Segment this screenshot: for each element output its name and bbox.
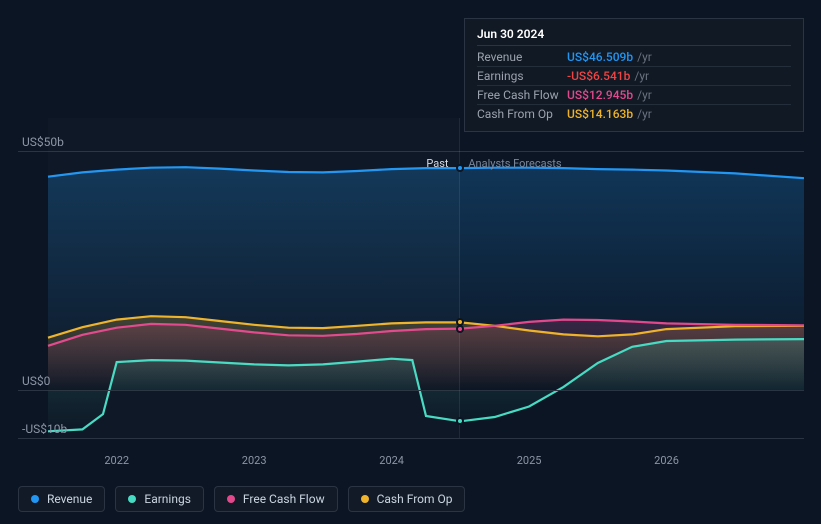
tooltip-unit: /yr xyxy=(634,69,649,83)
tooltip-date: Jun 30 2024 xyxy=(477,27,791,46)
tooltip-row-revenue: Revenue US$46.509b /yr xyxy=(477,48,791,67)
x-axis-label: 2025 xyxy=(517,454,542,467)
tooltip-label: Cash From Op xyxy=(477,107,567,121)
tooltip-unit: /yr xyxy=(637,50,652,64)
x-axis-label: 2022 xyxy=(104,454,129,467)
legend-dot xyxy=(227,495,235,503)
legend-dot xyxy=(31,495,39,503)
tooltip-label: Earnings xyxy=(477,69,567,83)
x-axis-label: 2023 xyxy=(242,454,267,467)
chart-tooltip: Jun 30 2024 Revenue US$46.509b /yr Earni… xyxy=(464,18,804,132)
marker-cash_from_op xyxy=(456,318,464,326)
tooltip-row-earnings: Earnings -US$6.541b /yr xyxy=(477,67,791,86)
marker-revenue xyxy=(456,164,464,172)
tooltip-label: Revenue xyxy=(477,50,567,64)
past-region-shade xyxy=(48,118,460,438)
legend-label: Free Cash Flow xyxy=(243,492,325,506)
financials-chart: Jun 30 2024 Revenue US$46.509b /yr Earni… xyxy=(18,18,804,478)
legend-item-revenue[interactable]: Revenue xyxy=(18,486,105,512)
tooltip-row-fcf: Free Cash Flow US$12.945b /yr xyxy=(477,86,791,105)
legend-dot xyxy=(361,495,369,503)
tooltip-row-cfo: Cash From Op US$14.163b /yr xyxy=(477,105,791,123)
divider-label-past: Past xyxy=(426,157,448,170)
divider-label-forecast: Analysts Forecasts xyxy=(468,157,561,170)
tooltip-value: US$12.945b xyxy=(567,88,633,102)
legend-item-cfo[interactable]: Cash From Op xyxy=(348,486,466,512)
legend-label: Cash From Op xyxy=(377,492,453,506)
tooltip-value: -US$6.541b xyxy=(567,69,630,83)
legend-dot xyxy=(128,495,136,503)
x-axis-label: 2024 xyxy=(379,454,404,467)
legend-item-earnings[interactable]: Earnings xyxy=(115,486,204,512)
tooltip-unit: /yr xyxy=(637,107,652,121)
x-axis-label: 2026 xyxy=(654,454,679,467)
tooltip-value: US$46.509b xyxy=(567,50,633,64)
tooltip-value: US$14.163b xyxy=(567,107,633,121)
marker-earnings xyxy=(456,417,464,425)
tooltip-unit: /yr xyxy=(637,88,652,102)
legend-label: Revenue xyxy=(47,492,92,506)
tooltip-label: Free Cash Flow xyxy=(477,88,567,102)
chart-legend: Revenue Earnings Free Cash Flow Cash Fro… xyxy=(18,486,465,512)
gridline xyxy=(18,438,804,439)
y-axis-label: US$0 xyxy=(22,374,50,388)
legend-label: Earnings xyxy=(144,492,191,506)
legend-item-fcf[interactable]: Free Cash Flow xyxy=(214,486,338,512)
